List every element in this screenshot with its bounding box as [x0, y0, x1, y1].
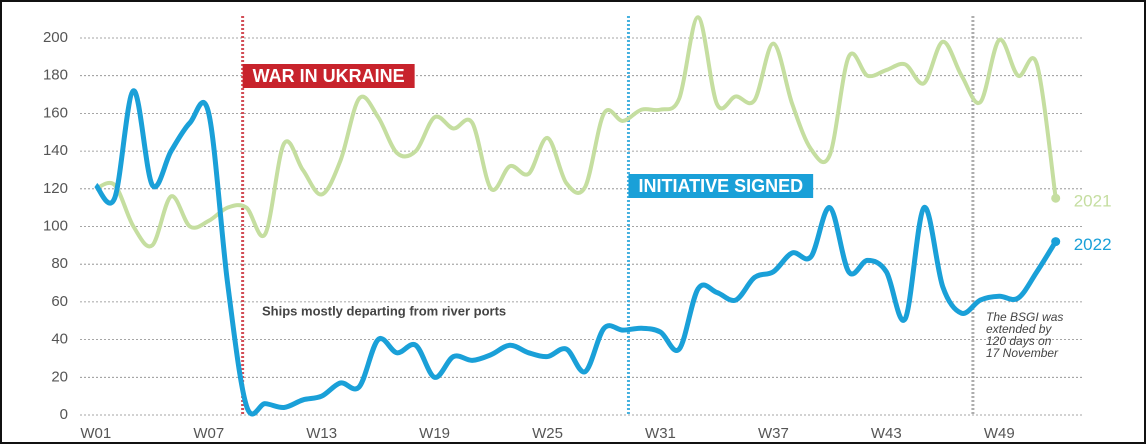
x-tick-label: W13 — [306, 425, 337, 442]
y-tick-label: 180 — [43, 67, 68, 84]
event-label-box — [628, 174, 814, 198]
x-tick-label: W43 — [871, 425, 902, 442]
y-tick-label: 160 — [43, 104, 68, 121]
x-tick-label: W25 — [532, 425, 563, 442]
x-tick-label: W49 — [984, 425, 1015, 442]
y-tick-label: 120 — [43, 180, 68, 197]
annotation: The BSGI was — [986, 310, 1063, 324]
y-tick-label: 0 — [60, 406, 68, 423]
y-tick-label: 140 — [43, 142, 68, 159]
annotation: Ships mostly departing from river ports — [262, 303, 506, 318]
y-tick-label: 200 — [43, 29, 68, 46]
x-tick-label: W19 — [419, 425, 450, 442]
event-label: INITIATIVE SIGNED — [638, 176, 803, 196]
y-tick-label: 80 — [51, 255, 68, 272]
x-tick-label: W37 — [758, 425, 789, 442]
x-tick-label: W01 — [80, 425, 111, 442]
line — [93, 88, 1058, 417]
legend-label: 2021 — [1074, 192, 1112, 211]
event-label: WAR IN UKRAINE — [253, 66, 405, 86]
x-tick-label: W07 — [193, 425, 224, 442]
event-label-box — [242, 64, 415, 88]
y-tick-label: 20 — [51, 368, 68, 385]
y-tick-label: 40 — [51, 331, 68, 348]
line — [95, 15, 1058, 249]
annotation: extended by — [986, 322, 1052, 336]
x-tick-label: W31 — [645, 425, 676, 442]
legend-label: 2022 — [1074, 235, 1112, 254]
end-dot — [1051, 237, 1061, 247]
end-dot — [1051, 193, 1061, 203]
y-tick-label: 100 — [43, 217, 68, 234]
annotation: 17 November — [986, 346, 1059, 360]
y-tick-label: 60 — [51, 293, 68, 310]
annotation: 120 days on — [986, 334, 1052, 348]
